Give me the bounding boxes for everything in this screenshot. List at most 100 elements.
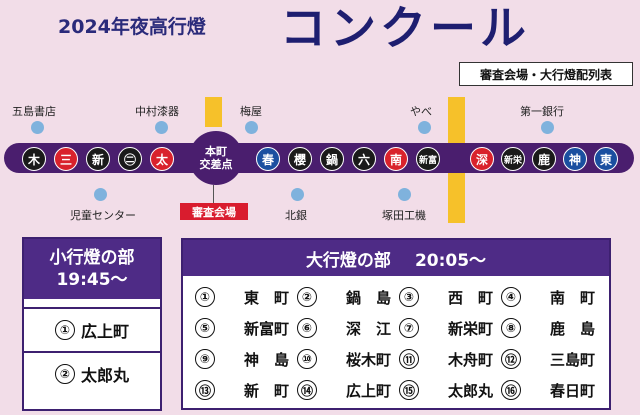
- landmark-dot-top-1: [31, 121, 44, 134]
- big-entry-7: ⑦ 新栄町: [399, 317, 493, 339]
- big-entry-13-num: ⑬: [195, 380, 215, 400]
- big-entry-4-name: 南 町: [549, 288, 595, 307]
- landmark-top-2: 中村漆器: [135, 105, 179, 118]
- road-marker-top-left: [205, 97, 222, 127]
- big-entry-10-name: 桜木町: [345, 350, 391, 369]
- big-entry-6-num: ⑥: [297, 318, 317, 338]
- small-entry-1-name: 広上町: [80, 322, 129, 341]
- small-entry-1: ① 広上町: [24, 307, 160, 351]
- big-entry-10-num: ⑩: [297, 349, 317, 369]
- small-entry-2: ② 太郎丸: [24, 351, 160, 395]
- big-entry-7-name: 新栄町: [447, 319, 493, 338]
- big-entry-3-num: ③: [399, 287, 419, 307]
- landmark-bottom-1: 児童センター: [70, 209, 136, 222]
- big-entry-5-name: 新富町: [243, 319, 289, 338]
- badge-stem: [213, 185, 214, 203]
- big-entry-1-num: ①: [195, 287, 215, 307]
- big-entry-15-name: 太郎丸: [447, 381, 493, 400]
- small-entry-2-name: 太郎丸: [80, 366, 129, 385]
- landmark-dot-bottom-2: [291, 188, 304, 201]
- big-entry-11: ⑪ 木舟町: [399, 348, 493, 370]
- lantern-mid-1: 春: [256, 147, 280, 171]
- landmark-bottom-2: 北銀: [285, 209, 307, 222]
- year-title: 2024年夜高行燈: [58, 16, 206, 38]
- lantern-mid-5: 南: [384, 147, 408, 171]
- legend-tag: 審査会場・大行燈配列表: [459, 62, 633, 86]
- big-entry-4: ④ 南 町: [501, 286, 595, 308]
- landmark-top-5: 第一銀行: [520, 105, 564, 118]
- big-entry-6: ⑥ 深 江: [297, 317, 391, 339]
- big-entry-2-num: ②: [297, 287, 317, 307]
- small-panel-spacer: [24, 299, 160, 307]
- landmark-dot-top-4: [418, 121, 431, 134]
- lantern-left-5: 太: [150, 147, 174, 171]
- big-entry-5-num: ⑤: [195, 318, 215, 338]
- contest-title: コンクール: [280, 1, 530, 55]
- lantern-left-4: ㊁: [118, 147, 142, 171]
- big-entry-13: ⑬ 新 町: [195, 379, 289, 401]
- intersection-marker: 本町 交差点: [189, 131, 243, 185]
- lantern-right-3: 鹿: [532, 147, 556, 171]
- small-entry-1-num: ①: [54, 320, 75, 340]
- big-entry-11-name: 木舟町: [447, 350, 493, 369]
- big-lantern-time: 20:05～: [414, 250, 487, 271]
- big-entry-16-num: ⑯: [501, 380, 521, 400]
- small-lantern-header: 小行燈の部 19:45～: [24, 239, 160, 299]
- small-lantern-panel: 小行燈の部 19:45～ ① 広上町 ② 太郎丸: [22, 237, 162, 411]
- lantern-right-2: 新栄: [501, 147, 525, 171]
- lantern-mid-4: 六: [352, 147, 376, 171]
- big-entry-9-name: 神 島: [243, 350, 289, 369]
- lantern-left-1: 木: [22, 147, 46, 171]
- big-entry-6-name: 深 江: [345, 319, 391, 338]
- judging-venue-badge: 審査会場: [180, 203, 248, 220]
- landmark-top-1: 五島書店: [12, 105, 56, 118]
- big-entry-14: ⑭ 広上町: [297, 379, 391, 401]
- big-lantern-grid: ① 東 町 ② 鍋 島 ③ 西 町 ④ 南 町 ⑤ 新富町 ⑥ 深 江 ⑦ 新栄町 ⑧ 鹿 島 ⑨ 神 島 ⑩ 桜木町…: [183, 276, 609, 408]
- big-lantern-title: 大行燈の部: [305, 250, 391, 271]
- lantern-left-2: 三: [54, 147, 78, 171]
- big-entry-3-name: 西 町: [447, 288, 493, 307]
- landmark-dot-bottom-3: [398, 188, 411, 201]
- big-entry-1-name: 東 町: [243, 288, 289, 307]
- lantern-mid-3: 鍋: [320, 147, 344, 171]
- big-entry-8: ⑧ 鹿 島: [501, 317, 595, 339]
- big-entry-12: ⑫ 三島町: [501, 348, 595, 370]
- big-entry-1: ① 東 町: [195, 286, 289, 308]
- lantern-right-1: 深: [470, 147, 494, 171]
- big-lantern-panel: 大行燈の部 20:05～ ① 東 町 ② 鍋 島 ③ 西 町 ④ 南 町 ⑤ 新富町 ⑥ 深 江 ⑦ 新栄…: [181, 238, 611, 410]
- big-entry-15-num: ⑮: [399, 380, 419, 400]
- landmark-top-3: 梅屋: [240, 105, 262, 118]
- landmark-dot-bottom-1: [94, 188, 107, 201]
- lantern-right-4: 神: [563, 147, 587, 171]
- lantern-right-5: 東: [594, 147, 618, 171]
- landmark-bottom-3: 塚田工機: [382, 209, 426, 222]
- landmark-dot-top-3: [245, 121, 258, 134]
- big-entry-2-name: 鍋 島: [345, 288, 391, 307]
- big-entry-10: ⑩ 桜木町: [297, 348, 391, 370]
- lantern-left-3: 新: [86, 147, 110, 171]
- intersection-label-1: 本町: [205, 145, 227, 158]
- big-entry-14-num: ⑭: [297, 380, 317, 400]
- landmark-dot-top-2: [155, 121, 168, 134]
- big-entry-2: ② 鍋 島: [297, 286, 391, 308]
- landmark-dot-top-5: [541, 121, 554, 134]
- big-entry-14-name: 広上町: [345, 381, 391, 400]
- big-entry-16: ⑯ 春日町: [501, 379, 595, 401]
- lantern-mid-6: 新富: [416, 147, 440, 171]
- big-entry-8-num: ⑧: [501, 318, 521, 338]
- small-entry-2-num: ②: [54, 364, 75, 384]
- big-entry-9-num: ⑨: [195, 349, 215, 369]
- small-lantern-title: 小行燈の部: [49, 248, 135, 268]
- big-entry-7-num: ⑦: [399, 318, 419, 338]
- big-entry-3: ③ 西 町: [399, 286, 493, 308]
- big-entry-8-name: 鹿 島: [549, 319, 595, 338]
- big-entry-16-name: 春日町: [549, 381, 595, 400]
- big-entry-4-num: ④: [501, 287, 521, 307]
- lantern-mid-2: 櫻: [288, 147, 312, 171]
- big-entry-9: ⑨ 神 島: [195, 348, 289, 370]
- small-lantern-time: 19:45～: [56, 270, 128, 290]
- big-entry-5: ⑤ 新富町: [195, 317, 289, 339]
- big-entry-12-num: ⑫: [501, 349, 521, 369]
- big-lantern-header: 大行燈の部 20:05～: [183, 240, 609, 276]
- big-entry-13-name: 新 町: [243, 381, 289, 400]
